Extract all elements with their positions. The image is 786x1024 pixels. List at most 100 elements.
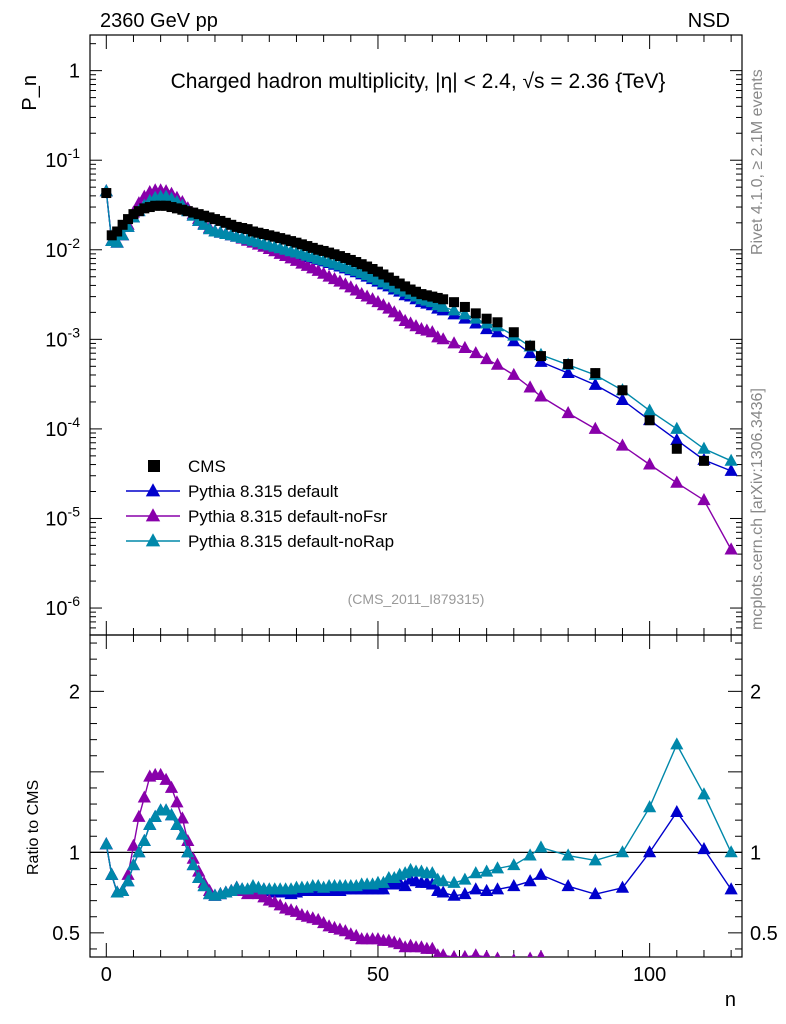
main-point-cms: [193, 209, 204, 220]
ratio-point-noFsr: [527, 951, 534, 957]
ratio-y-tick-label-right: 2: [750, 681, 761, 703]
header-left: 2360 GeV pp: [100, 10, 218, 32]
main-point-cms: [139, 203, 150, 214]
main-point-cms: [438, 294, 449, 305]
ratio-point-default: [697, 841, 711, 855]
main-point-cms: [459, 301, 470, 312]
ratio-panel: 0.5 0.5 1 1 2 2 0 50 100 Ratio to CMS n: [25, 634, 778, 1011]
main-point-cms: [215, 215, 226, 226]
legend: CMS Pythia 8.315 default Pythia 8.315 defa…: [126, 457, 394, 551]
ratio-point-noRap: [670, 737, 684, 750]
ratio-point-noRap: [132, 845, 146, 858]
legend-marker-default: [145, 483, 161, 497]
main-point-cms: [258, 229, 269, 240]
main-point-cms: [302, 241, 313, 252]
main-point-noRap: [447, 303, 461, 316]
ratio-point-noRap: [697, 787, 711, 800]
analysis-watermark: (CMS_2011_I879315): [348, 591, 485, 607]
legend-label: CMS: [188, 457, 226, 476]
main-point-noFsr: [507, 367, 521, 380]
ratio-point-noRap: [436, 874, 450, 887]
main-point-cms: [525, 340, 536, 351]
legend-label: Pythia 8.315 default-noRap: [188, 532, 394, 551]
ratio-y-tick-label-right: 0.5: [750, 923, 778, 945]
ratio-point-default: [724, 882, 738, 895]
ratio-point-noRap: [164, 808, 179, 821]
main-point-cms: [400, 281, 411, 292]
legend-entry: Pythia 8.315 default: [126, 482, 339, 501]
ratio-x-ticks: 0 50 100: [101, 635, 732, 986]
ratio-point-default: [670, 804, 684, 818]
main-point-cms: [617, 385, 628, 396]
main-point-cms: [698, 455, 709, 466]
ratio-point-noRap: [561, 848, 575, 861]
main-point-cms: [508, 327, 519, 338]
ratio-point-noFsr: [186, 851, 200, 864]
ratio-point-noRap: [116, 883, 130, 896]
main-point-cms: [133, 206, 144, 217]
ratio-point-noRap: [534, 840, 548, 853]
legend-marker-noRap: [145, 533, 161, 547]
ratio-point-noRap: [643, 800, 657, 813]
main-y-tick-label: 1: [69, 61, 80, 83]
ratio-point-noRap: [148, 809, 162, 822]
main-point-cms: [242, 224, 253, 235]
main-point-cms: [351, 257, 362, 268]
ratio-point-noFsr: [132, 809, 146, 822]
ratio-point-noRap: [186, 858, 200, 871]
main-point-cms: [253, 227, 264, 238]
main-point-cms: [237, 223, 248, 234]
main-y-tick-label: 10-1: [45, 145, 80, 172]
ratio-point-default: [507, 879, 521, 892]
ratio-point-noFsr: [425, 941, 439, 954]
ratio-point-noRap: [387, 870, 401, 884]
main-point-noFsr: [724, 542, 738, 555]
ratio-point-default: [398, 879, 412, 892]
ratio-point-noFsr: [460, 949, 469, 957]
main-point-cms: [334, 251, 345, 262]
ratio-point-noRap: [126, 858, 141, 871]
main-point-cms: [416, 289, 427, 300]
main-point-cms: [470, 308, 481, 319]
main-point-cms: [188, 207, 199, 218]
ratio-point-noRap: [507, 858, 521, 871]
ratio-point-noFsr: [192, 864, 206, 877]
main-point-default: [588, 377, 602, 390]
ratio-point-noRap: [480, 864, 494, 877]
ratio-point-noFsr: [175, 811, 189, 824]
ratio-y-tick-label: 0.5: [52, 923, 80, 945]
main-point-cms: [112, 226, 123, 237]
mcplots-note: mcplots.cern.ch [arXiv:1306.3436]: [749, 388, 766, 630]
main-series-layer: [99, 183, 738, 555]
main-point-noFsr: [561, 405, 575, 419]
main-point-cms: [590, 368, 601, 379]
main-point-cms: [383, 272, 394, 283]
ratio-point-noRap: [170, 817, 184, 830]
ratio-y-tick-label-right: 1: [750, 842, 761, 864]
main-point-cms: [117, 219, 128, 230]
ratio-point-noFsr: [450, 949, 458, 957]
main-point-cms: [481, 313, 492, 324]
ratio-point-default: [523, 874, 537, 887]
legend-entry: Pythia 8.315 default-noRap: [126, 532, 394, 551]
ratio-point-noRap: [99, 837, 113, 850]
main-series-cms: [101, 188, 709, 466]
ratio-y-tick-label: 1: [69, 842, 80, 864]
main-point-cms: [356, 259, 367, 270]
main-point-cms: [378, 269, 389, 280]
legend-label: Pythia 8.315 default-noFsr: [188, 507, 388, 526]
ratio-point-noRap: [181, 845, 195, 858]
legend-entry: CMS: [148, 457, 226, 476]
ratio-point-noFsr: [121, 867, 135, 880]
ratio-point-noRap: [588, 853, 602, 866]
main-point-cms: [362, 261, 373, 272]
main-point-cms: [280, 234, 291, 245]
main-point-noFsr: [436, 332, 450, 345]
chart-title: Charged hadron multiplicity, |η| < 2.4, …: [171, 70, 666, 93]
main-point-cms: [372, 266, 383, 277]
ratio-point-default: [436, 885, 450, 898]
main-point-cms: [204, 212, 215, 223]
main-y-tick-label: 10-6: [45, 593, 80, 620]
ratio-point-noFsr: [482, 949, 491, 957]
main-point-noFsr: [588, 421, 602, 434]
